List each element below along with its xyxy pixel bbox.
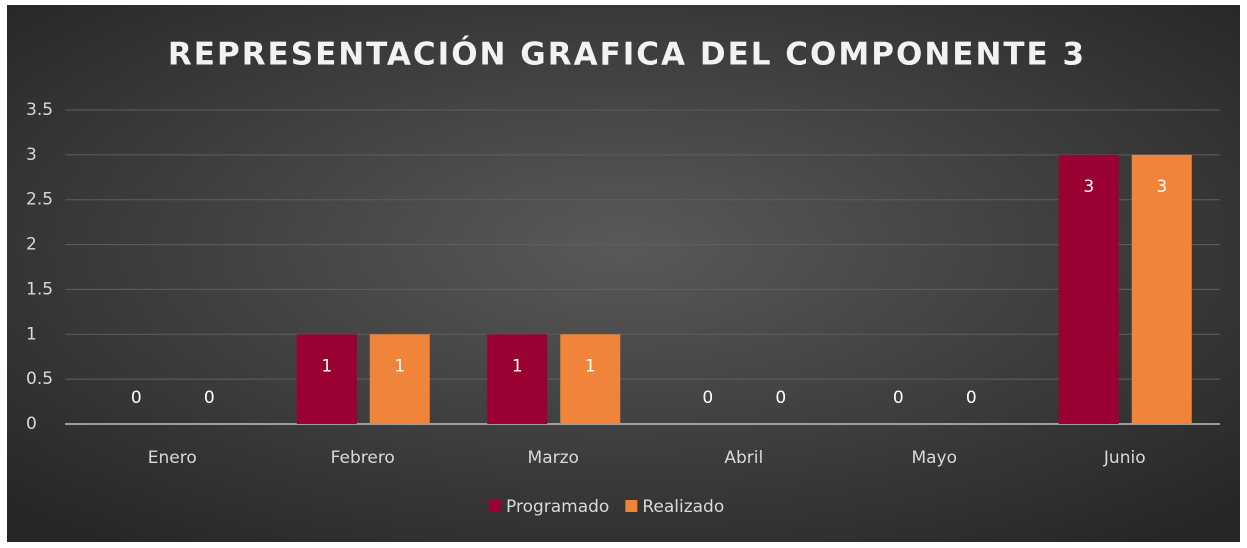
y-tick-label: 2 xyxy=(26,235,37,255)
legend-swatch xyxy=(625,500,638,512)
bar xyxy=(560,334,621,424)
y-tick-label: 2.5 xyxy=(26,190,53,210)
value-label: 3 xyxy=(1156,177,1167,197)
y-tick-label: 1 xyxy=(26,324,37,344)
value-label: 1 xyxy=(394,356,405,376)
value-label: 1 xyxy=(512,356,523,376)
legend-label: Programado xyxy=(506,497,609,517)
value-label: 0 xyxy=(131,388,142,408)
bar xyxy=(1058,154,1119,424)
bar xyxy=(1131,154,1192,424)
value-label: 0 xyxy=(966,388,977,408)
value-label: 1 xyxy=(585,356,596,376)
legend-swatch xyxy=(489,500,501,512)
bar xyxy=(296,334,357,424)
legend-label: Realizado xyxy=(642,497,724,517)
x-tick-label: Enero xyxy=(148,448,197,468)
value-label: 1 xyxy=(321,356,332,376)
x-tick-label: Marzo xyxy=(528,448,579,468)
y-tick-label: 3 xyxy=(26,145,37,165)
y-tick-label: 3.5 xyxy=(26,100,53,120)
x-tick-label: Junio xyxy=(1103,448,1146,468)
x-tick-label: Abril xyxy=(724,448,763,468)
chart-title: REPRESENTACIÓN GRAFICA DEL COMPONENTE 3 xyxy=(168,36,1086,73)
value-label: 0 xyxy=(775,388,786,408)
x-tick-label: Febrero xyxy=(331,448,395,468)
chart-background xyxy=(7,5,1240,542)
y-tick-label: 0 xyxy=(26,414,37,434)
value-label: 0 xyxy=(204,388,215,408)
y-tick-label: 0.5 xyxy=(26,369,53,389)
bar xyxy=(369,334,430,424)
bar xyxy=(487,334,548,424)
y-tick-label: 1.5 xyxy=(26,279,53,299)
x-tick-label: Mayo xyxy=(911,448,957,468)
value-label: 0 xyxy=(893,388,904,408)
value-label: 3 xyxy=(1083,177,1094,197)
value-label: 0 xyxy=(702,388,713,408)
